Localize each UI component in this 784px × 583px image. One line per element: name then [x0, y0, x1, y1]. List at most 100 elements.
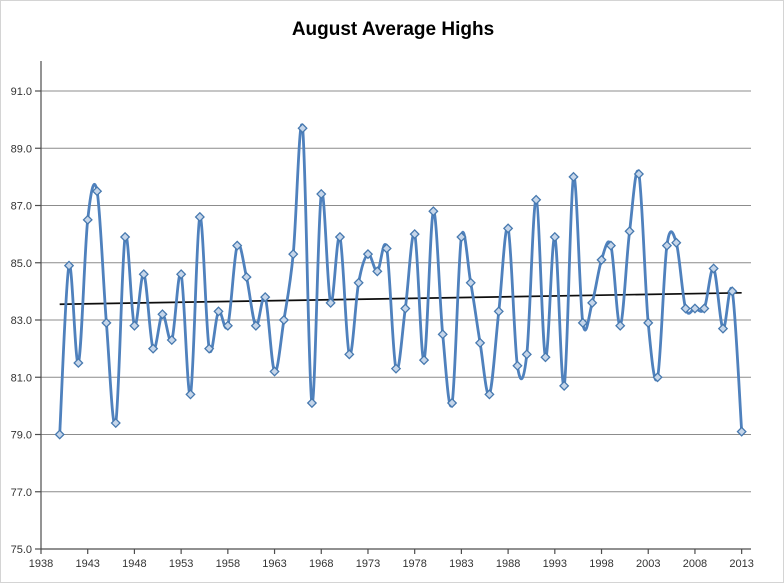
data-point-marker: [633, 168, 645, 180]
y-axis-tick-label: 77.0: [11, 487, 32, 499]
data-point-markers: [54, 123, 747, 440]
data-point-marker: [465, 277, 476, 288]
data-point-marker: [82, 214, 93, 225]
trend-line: [59, 291, 742, 306]
data-point-marker: [157, 309, 168, 320]
data-point-marker: [717, 323, 729, 334]
data-point-marker: [689, 303, 701, 314]
data-point-marker: [306, 397, 318, 409]
x-axis-tick-label: 2013: [729, 558, 753, 570]
x-axis-tick-label: 1953: [169, 558, 193, 570]
trend-line-layer: [59, 291, 742, 306]
data-point-marker: [297, 123, 308, 134]
data-point-marker: [390, 363, 402, 374]
data-point-marker: [587, 297, 598, 308]
data-point-marker: [204, 343, 215, 354]
data-point-marker: [624, 226, 635, 237]
data-point-marker: [232, 240, 243, 251]
x-axis-tick-label: 1983: [449, 558, 473, 570]
data-point-marker: [73, 357, 84, 369]
data-point-marker: [119, 231, 131, 243]
data-point-marker: [502, 223, 514, 234]
data-point-marker: [222, 320, 233, 331]
data-point-marker: [344, 349, 355, 360]
y-axis-tick-label: 79.0: [11, 430, 32, 442]
y-axis-tick-label: 81.0: [11, 372, 32, 384]
data-point-marker: [409, 229, 420, 240]
data-point-marker: [437, 329, 448, 340]
data-point-marker: [213, 306, 224, 317]
data-point-marker: [531, 194, 542, 205]
y-axis-tick-label: 83.0: [11, 315, 32, 327]
data-point-marker: [727, 286, 738, 297]
data-point-marker: [615, 320, 626, 331]
data-point-marker: [568, 171, 579, 182]
axis-labels: 75.0 77.0 79.0 81.0 83.0 85.0 87.0 89.0 91.0 1938…: [11, 86, 754, 570]
chart-axes: [35, 61, 751, 554]
x-axis-tick-label: 1993: [543, 558, 567, 570]
data-point-marker: [596, 254, 607, 266]
data-point-marker: [512, 360, 523, 371]
data-point-marker: [493, 306, 504, 317]
data-point-marker: [147, 343, 159, 354]
data-point-marker: [456, 231, 467, 243]
x-axis-tick-label: 2003: [636, 558, 660, 570]
data-point-marker: [736, 426, 747, 437]
data-point-marker: [484, 389, 495, 400]
data-point-marker: [540, 352, 551, 363]
data-point-marker: [54, 429, 65, 440]
data-point-marker: [643, 317, 654, 328]
data-point-marker: [334, 231, 346, 243]
data-point-marker: [521, 349, 532, 360]
data-point-marker: [559, 380, 570, 391]
data-point-marker: [353, 277, 364, 288]
x-axis-tick-label: 2008: [683, 558, 707, 570]
y-axis-tick-label: 75.0: [11, 544, 32, 556]
x-axis-tick-label: 1958: [216, 558, 240, 570]
data-point-marker: [278, 314, 290, 326]
x-axis-tick-label: 1943: [75, 558, 99, 570]
x-axis-tick-label: 1973: [356, 558, 380, 570]
x-axis-tick-label: 1978: [402, 558, 426, 570]
data-point-marker: [446, 397, 458, 409]
x-axis-tick-label: 1938: [29, 558, 53, 570]
data-point-marker: [428, 206, 439, 217]
data-point-marker: [381, 243, 392, 254]
data-point-marker: [661, 240, 673, 251]
y-axis-tick-label: 85.0: [11, 258, 32, 270]
x-axis-tick-label: 1963: [262, 558, 286, 570]
data-point-marker: [269, 366, 280, 377]
data-point-marker: [194, 211, 205, 223]
data-point-marker: [400, 303, 411, 314]
data-point-marker: [605, 240, 616, 251]
data-point-marker: [110, 417, 121, 429]
data-point-marker: [577, 317, 588, 328]
data-point-marker: [418, 354, 430, 366]
data-point-marker: [101, 317, 112, 328]
data-point-marker: [166, 334, 177, 346]
data-point-marker: [362, 249, 374, 260]
data-point-marker: [91, 186, 103, 197]
y-axis-tick-label: 87.0: [11, 201, 32, 213]
data-point-marker: [185, 389, 196, 400]
x-axis-tick-label: 1948: [122, 558, 146, 570]
data-point-marker: [260, 291, 271, 303]
data-point-marker: [671, 237, 682, 248]
data-point-marker: [241, 271, 252, 283]
data-point-marker: [474, 337, 486, 349]
data-point-marker: [129, 320, 140, 331]
x-axis-tick-label: 1988: [496, 558, 520, 570]
data-point-marker: [549, 231, 560, 243]
data-point-marker: [176, 269, 187, 280]
y-axis-tick-label: 89.0: [11, 143, 32, 155]
data-point-marker: [372, 266, 383, 277]
x-axis-tick-label: 1968: [309, 558, 333, 570]
data-point-marker: [138, 269, 149, 280]
x-axis-tick-label: 1998: [589, 558, 613, 570]
data-point-marker: [63, 260, 75, 271]
data-point-marker: [288, 249, 299, 260]
data-point-marker: [680, 303, 691, 314]
data-point-marker: [316, 188, 327, 200]
